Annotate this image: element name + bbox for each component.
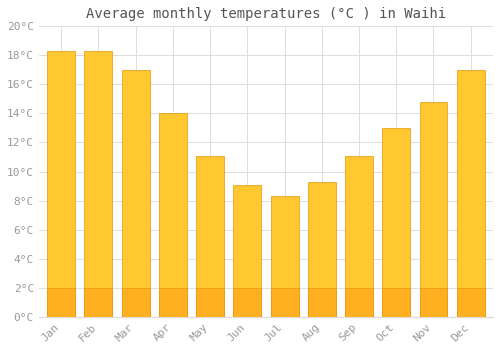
Title: Average monthly temperatures (°C ) in Waihi: Average monthly temperatures (°C ) in Wa… xyxy=(86,7,446,21)
Bar xyxy=(270,288,298,317)
Bar xyxy=(382,128,410,317)
Bar xyxy=(234,288,262,317)
Bar xyxy=(270,196,298,317)
Bar xyxy=(457,288,484,317)
Bar xyxy=(308,288,336,317)
Bar xyxy=(159,113,187,317)
Bar xyxy=(382,288,410,317)
Bar xyxy=(47,288,75,317)
Bar xyxy=(196,288,224,317)
Bar xyxy=(234,184,262,317)
Bar xyxy=(84,51,112,317)
Bar xyxy=(345,288,373,317)
Bar xyxy=(122,70,150,317)
Bar xyxy=(122,288,150,317)
Bar xyxy=(457,70,484,317)
Bar xyxy=(84,288,112,317)
Bar xyxy=(196,155,224,317)
Bar xyxy=(420,102,448,317)
Bar xyxy=(308,182,336,317)
Bar xyxy=(159,288,187,317)
Bar xyxy=(47,51,75,317)
Bar xyxy=(420,288,448,317)
Bar xyxy=(345,155,373,317)
